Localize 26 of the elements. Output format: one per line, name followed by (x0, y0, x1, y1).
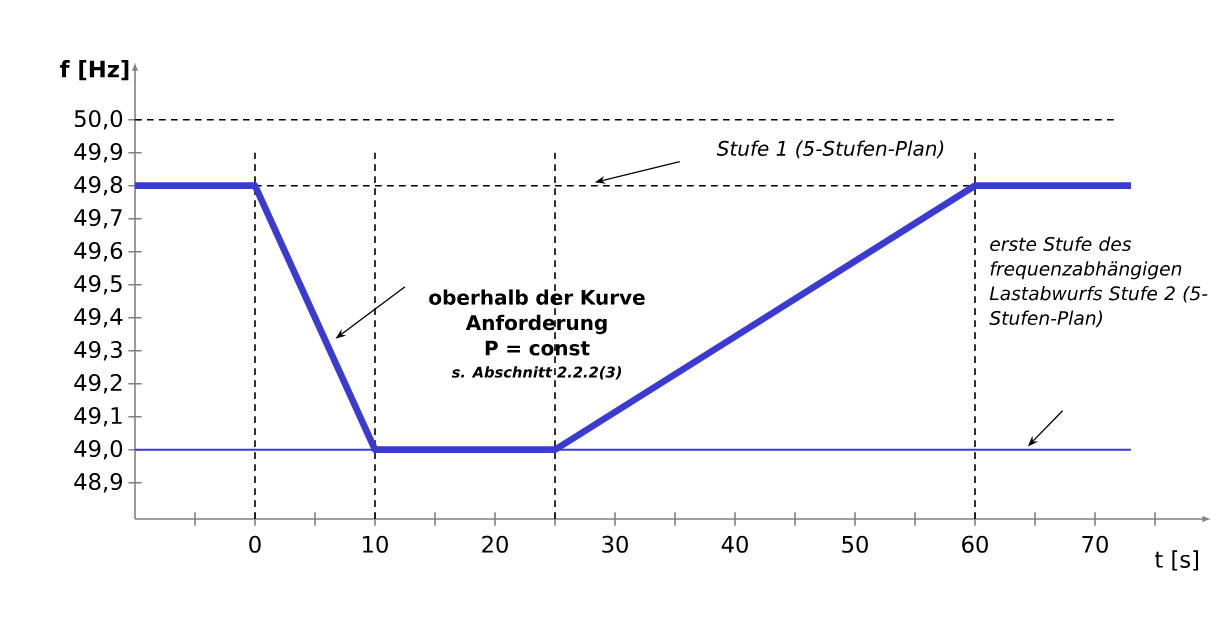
y-tick-label: 49,6 (74, 241, 123, 262)
annotation: oberhalb der Kurve Anforderung P = const (429, 289, 645, 356)
x-tick-label: 20 (482, 535, 508, 553)
x-tick-label: 50 (842, 535, 868, 553)
y-tick-label: 48,9 (74, 472, 123, 493)
x-tick-label: 60 (962, 535, 988, 553)
y-tick-label: 49,0 (74, 439, 123, 460)
y-tick-label: 49,4 (74, 307, 123, 328)
y-tick-label: 49,3 (74, 340, 122, 361)
y-tick-label: 50,0 (74, 109, 123, 130)
y-axis-title: f [Hz] (60, 60, 129, 81)
annotation: s. Abschnitt 2.2.2(3) (451, 366, 622, 380)
x-tick-label: 0 (249, 535, 261, 553)
y-tick-label: 49,5 (74, 274, 122, 295)
x-tick-label: 10 (363, 535, 388, 553)
y-tick-label: 49,7 (74, 208, 122, 229)
x-tick-label: 30 (602, 535, 628, 553)
y-tick-label: 49,2 (74, 373, 122, 394)
annotation: Stufe 1 (5-Stufen-Plan) (716, 140, 944, 159)
y-tick-label: 49,1 (74, 406, 122, 427)
x-tick-label: 40 (721, 535, 748, 553)
x-axis-title: t [s] (1154, 550, 1198, 571)
annotation: erste Stufe des frequenzabhängigen Lastabwurfs Stufe 2 (5-Stufen-Plan) (989, 236, 1208, 328)
y-tick-label: 49,8 (74, 175, 123, 196)
y-tick-label: 49,9 (74, 142, 123, 163)
x-tick-label: 70 (1082, 535, 1108, 553)
